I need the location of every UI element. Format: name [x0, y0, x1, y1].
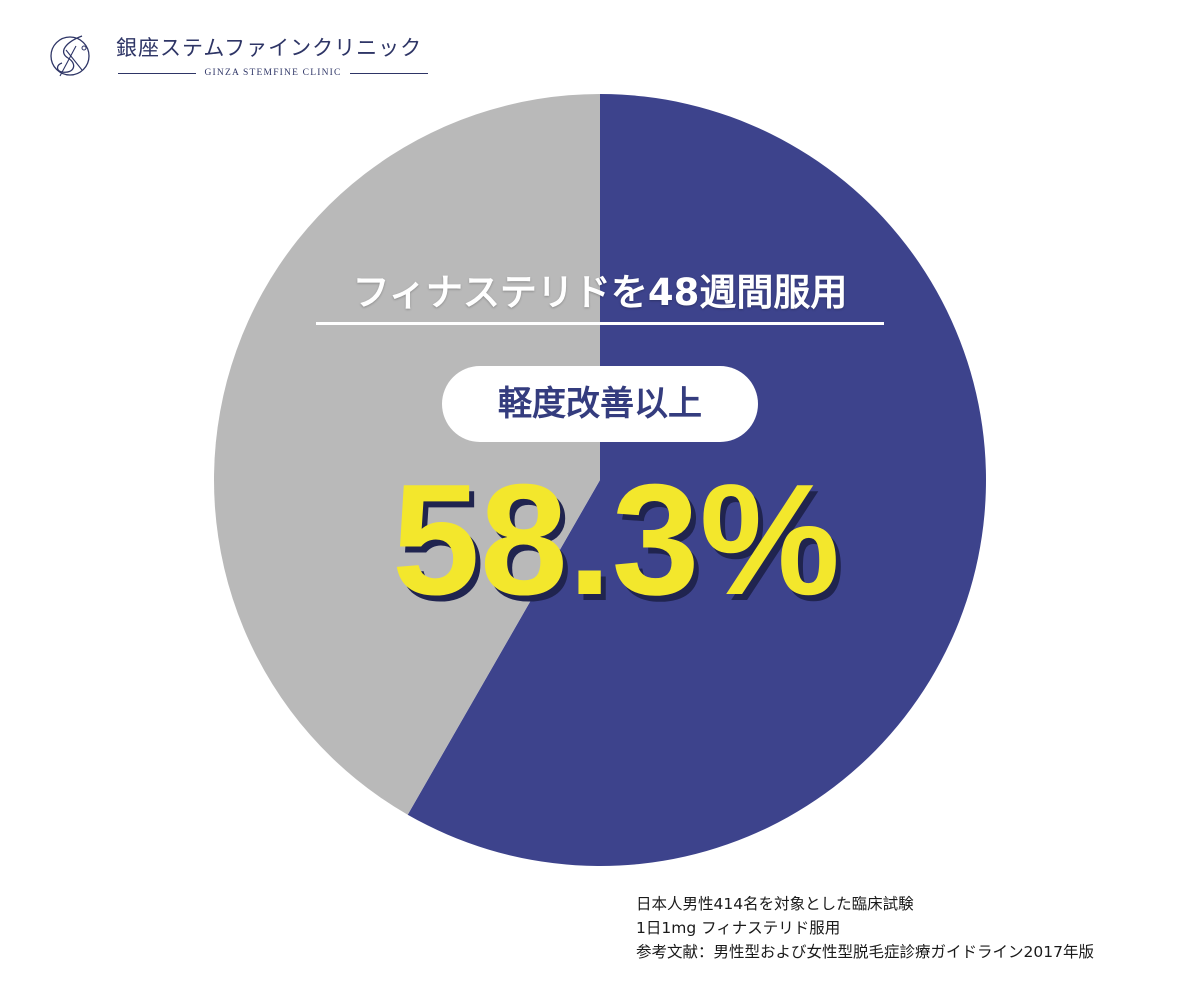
pie-slice-improved: [407, 94, 987, 867]
source-notes: 日本人男性414名を対象とした臨床試験 1日1mg フィナステリド服用 参考文献…: [636, 892, 1176, 964]
note-line: 日本人男性414名を対象とした臨床試験: [636, 895, 914, 913]
clinic-name-en: GINZA STEMFINE CLINIC: [204, 68, 342, 78]
category-pill: 軽度改善以上: [442, 366, 758, 442]
clinic-name-en-row: GINZA STEMFINE CLINIC: [118, 68, 428, 78]
percentage-value: 58.3%: [391, 452, 840, 628]
clinic-logo-mark-icon: [50, 35, 90, 77]
category-label: 軽度改善以上: [498, 384, 702, 424]
note-line: 参考文献：男性型および女性型脱毛症診療ガイドライン2017年版: [636, 943, 1094, 961]
divider: [349, 72, 428, 74]
pie-slice-other: [214, 94, 600, 815]
note-line: 1日1mg フィナステリド服用: [636, 919, 841, 937]
divider: [118, 72, 197, 74]
clinic-name-jp: 銀座ステムファインクリニック: [116, 36, 423, 60]
chart-title: フィナステリドを48週間服用: [352, 271, 848, 314]
pie-slices: [214, 94, 987, 867]
clinic-logo: 銀座ステムファインクリニック GINZA STEMFINE CLINIC: [46, 28, 446, 88]
title-underline: [316, 322, 884, 325]
